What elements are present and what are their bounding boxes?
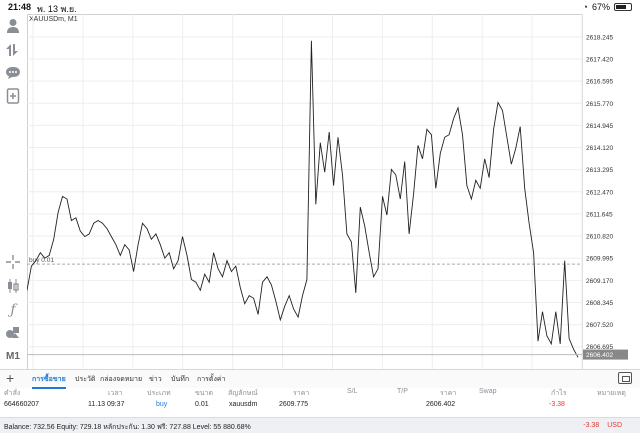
header-size: ขนาด bbox=[195, 390, 214, 397]
price-tick-label: 2616.595 bbox=[586, 79, 613, 86]
status-bar: 21:48 พ. 13 พ.ย. ◔ 67% bbox=[0, 0, 640, 14]
plot-frame bbox=[27, 14, 583, 371]
order-current-price: 2606.402 bbox=[426, 401, 456, 408]
header-price: ราคา bbox=[293, 390, 310, 397]
layout-icon[interactable] bbox=[618, 372, 632, 384]
crosshair-icon[interactable] bbox=[3, 252, 23, 272]
chat-icon[interactable] bbox=[3, 63, 23, 83]
price-tick-label: 2614.120 bbox=[586, 145, 613, 152]
left-toolbar: ƒ M1 bbox=[0, 14, 27, 394]
price-tick-label: 2607.520 bbox=[586, 322, 613, 329]
order-time: 11.13 09:37 bbox=[88, 401, 125, 408]
positions-header: คำสั่ง เวลา ประเภท ขนาด สัญลักษณ์ ราคา S… bbox=[0, 388, 640, 400]
function-icon[interactable]: ƒ bbox=[10, 302, 16, 318]
order-number: 664660207 bbox=[4, 401, 40, 408]
header-current-price: ราคา bbox=[440, 390, 457, 397]
header-note: หมายเหตุ bbox=[597, 390, 626, 397]
tab-history[interactable]: ประวัติ bbox=[75, 376, 96, 383]
battery-percent: 67% bbox=[591, 2, 610, 12]
price-chart[interactable]: 2618.245 2617.420 2616.595 2615.770 2614.945… bbox=[27, 14, 640, 396]
header-tp: T/P bbox=[397, 388, 408, 395]
tab-news[interactable]: ข่าว bbox=[149, 376, 162, 383]
tab-settings[interactable]: การตั้งค่า bbox=[197, 376, 226, 383]
price-series-line bbox=[27, 40, 579, 358]
price-tick-label: 2612.470 bbox=[586, 189, 613, 196]
order-size: 0.01 bbox=[195, 401, 209, 408]
add-document-icon[interactable] bbox=[3, 86, 23, 106]
header-swap: Swap bbox=[479, 388, 497, 395]
header-sl: S/L bbox=[347, 388, 358, 395]
price-tick-label: 2609.995 bbox=[586, 256, 613, 263]
person-icon[interactable] bbox=[3, 16, 23, 36]
account-summary: Balance: 732.56 Equity: 729.18 หลักประกั… bbox=[4, 424, 251, 431]
order-type: buy bbox=[156, 401, 168, 408]
current-price-badge bbox=[583, 349, 628, 360]
tabs-row: + การซื้อขาย ประวัติ กล่องจดหมาย ข่าว บั… bbox=[0, 369, 640, 389]
table-row[interactable]: 664660207 11.13 09:37 buy 0.01 xauusdm 2… bbox=[0, 401, 640, 415]
current-price-label: 2606.402 bbox=[586, 352, 613, 359]
header-order: คำสั่ง bbox=[4, 390, 21, 397]
bid-ask-icon[interactable] bbox=[3, 40, 23, 60]
price-tick-label: 2617.420 bbox=[586, 57, 613, 64]
total-profit-value: -3.38 bbox=[583, 422, 600, 429]
add-icon[interactable]: + bbox=[6, 370, 15, 386]
chart-title: XAUUSDm, M1 bbox=[29, 16, 78, 23]
price-tick-label: 2614.945 bbox=[586, 123, 613, 130]
price-tick-label: 2613.295 bbox=[586, 167, 613, 174]
battery-icon bbox=[614, 3, 632, 11]
price-tick-label: 2610.820 bbox=[586, 234, 613, 241]
tab-trade[interactable]: การซื้อขาย bbox=[32, 374, 66, 389]
period-label[interactable]: M1 bbox=[6, 350, 20, 362]
account-footer: Balance: 732.56 Equity: 729.18 หลักประกั… bbox=[0, 417, 640, 433]
price-tick-label: 2618.245 bbox=[586, 34, 613, 41]
tab-journal[interactable]: บันทึก bbox=[171, 376, 190, 383]
wifi-icon: ◔ bbox=[582, 2, 588, 12]
order-open-price: 2609.775 bbox=[279, 401, 309, 408]
header-symbol: สัญลักษณ์ bbox=[228, 390, 258, 397]
order-profit: -3.38 bbox=[549, 401, 565, 408]
status-time: 21:48 bbox=[8, 2, 32, 12]
price-tick-label: 2609.170 bbox=[586, 278, 613, 285]
price-tick-label: 2606.695 bbox=[586, 344, 613, 351]
header-profit: กำไร bbox=[551, 390, 567, 397]
status-date: พ. 13 พ.ย. bbox=[37, 4, 77, 14]
order-symbol: xauusdm bbox=[229, 401, 258, 408]
currency-label: USD bbox=[607, 422, 622, 429]
objects-icon[interactable] bbox=[3, 322, 23, 342]
price-tick-label: 2608.345 bbox=[586, 300, 613, 307]
status-right: ◔ 67% bbox=[583, 2, 632, 12]
candles-icon[interactable] bbox=[3, 276, 23, 296]
total-profit: -3.38 USD bbox=[583, 422, 622, 429]
header-time: เวลา bbox=[108, 390, 123, 397]
header-type: ประเภท bbox=[147, 390, 171, 397]
price-tick-label: 2611.645 bbox=[586, 211, 613, 218]
tab-mailbox[interactable]: กล่องจดหมาย bbox=[100, 376, 143, 383]
price-tick-label: 2615.770 bbox=[586, 101, 613, 108]
buy-line-label: buy 0.01 bbox=[29, 257, 54, 264]
